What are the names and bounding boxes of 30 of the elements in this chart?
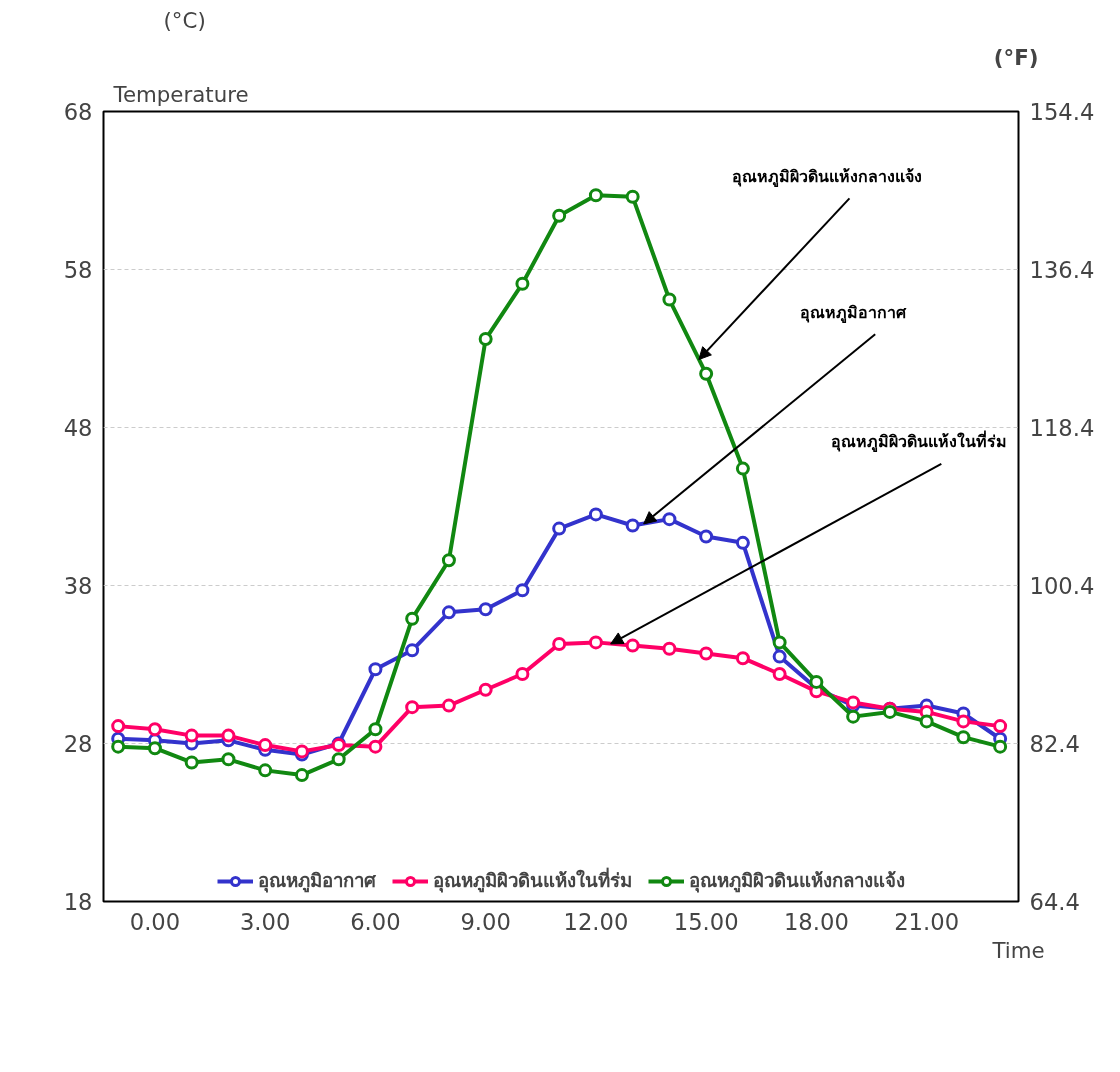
- y2-tick-label: 100.4: [1029, 573, 1095, 599]
- x-tick-label: 21.00: [894, 908, 960, 935]
- y2-tick-label: 154.4: [1029, 99, 1095, 125]
- y-tick-label: 68: [63, 99, 93, 125]
- y-tick-label: 58: [63, 257, 93, 283]
- legend-label: อุณหภูมิอากาศ: [257, 869, 376, 895]
- x-tick-label: 15.00: [673, 908, 739, 935]
- x-tick-label: 3.00: [239, 908, 291, 935]
- text: (°C): [163, 7, 206, 33]
- y-tick-label: 18: [63, 889, 93, 915]
- y-tick-label: 38: [63, 573, 93, 599]
- x-tick-label: 18.00: [783, 908, 849, 935]
- legend-label: อุณหภูมิผิวดินแห้งกลางแจ้ง: [688, 869, 905, 895]
- annotation: อุณหภูมิผิวดินแห้งในที่ร่ม: [831, 430, 1008, 454]
- legend-label: อุณหภูมิผิวดินแห้งในที่ร่ม: [432, 866, 632, 895]
- x-tick-label: 0.00: [129, 908, 181, 935]
- annotation: อุณหภูมิอากาศ: [800, 302, 908, 324]
- y-tick-label: 48: [63, 415, 93, 441]
- x-tick-label: 12.00: [563, 908, 629, 935]
- x-tick-label: 9.00: [460, 908, 511, 935]
- y2-tick-label: 118.4: [1029, 415, 1095, 441]
- y2-tick-label: 64.4: [1029, 889, 1080, 915]
- x-tick-label: 6.00: [350, 908, 401, 935]
- y-axis-title: Temperature: [112, 81, 249, 107]
- x-axis-title: Time: [991, 937, 1045, 963]
- annotation: อุณหภูมิผิวดินแห้งกลางแจ้ง: [732, 166, 923, 188]
- y2-tick-label: 136.4: [1029, 257, 1095, 283]
- y2-tick-label: 82.4: [1029, 731, 1080, 757]
- y2-axis-title: (°F): [993, 44, 1039, 70]
- y-tick-label: 28: [63, 731, 93, 757]
